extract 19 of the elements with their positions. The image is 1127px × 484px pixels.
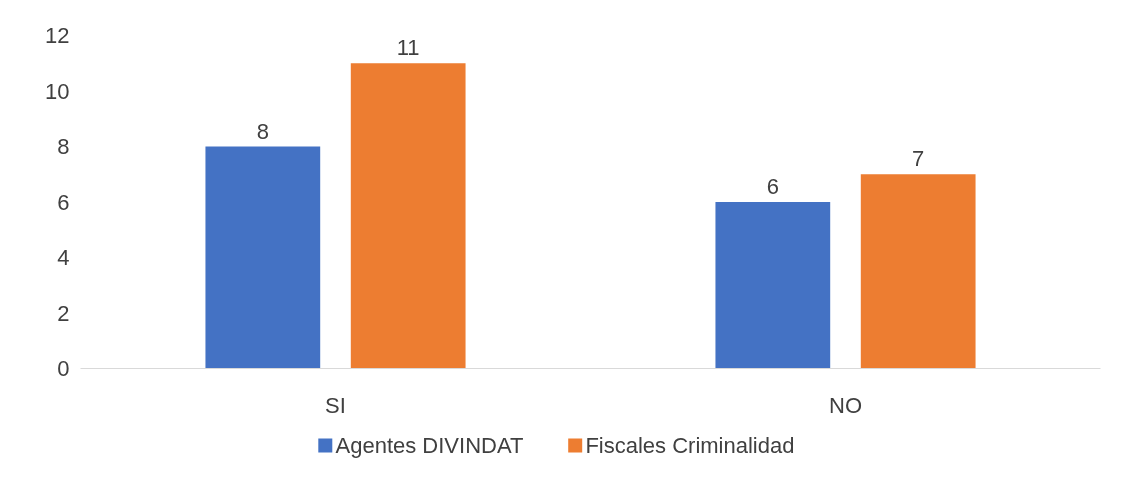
- x-tick-label: NO: [829, 392, 862, 418]
- y-tick-label: 0: [57, 356, 70, 381]
- data-label: 6: [766, 174, 779, 199]
- y-tick-label: 6: [57, 189, 70, 215]
- legend-label: Agentes DIVINDAT: [335, 433, 524, 458]
- data-label: 7: [912, 146, 925, 172]
- y-tick-label: 8: [57, 134, 70, 159]
- y-tick-label: 4: [57, 245, 70, 270]
- bar: [715, 202, 831, 369]
- y-tick-label: 2: [57, 300, 70, 326]
- legend-label: Fiscales Criminalidad: [585, 433, 795, 458]
- y-tick-label: 12: [45, 23, 70, 48]
- bar: [350, 63, 466, 369]
- data-label: 11: [396, 35, 420, 61]
- bar: [860, 174, 976, 369]
- bar: [205, 146, 321, 369]
- x-tick-label: SI: [325, 392, 346, 418]
- data-label: 8: [256, 118, 269, 144]
- y-tick-label: 10: [45, 78, 70, 104]
